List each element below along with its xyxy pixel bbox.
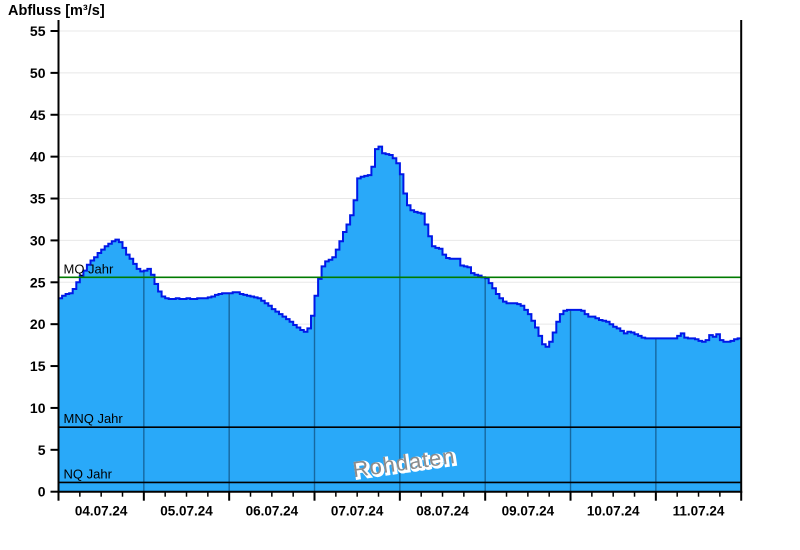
mq-jahr-label: MQ Jahr: [64, 261, 115, 276]
x-tick-label: 11.07.24: [673, 504, 725, 519]
x-tick-label: 08.07.24: [416, 504, 469, 519]
y-tick-label: 0: [38, 484, 46, 500]
y-tick-label: 50: [30, 65, 46, 81]
y-tick-label: 25: [30, 274, 46, 290]
discharge-curve: [58, 145, 742, 348]
y-tick-label: 5: [38, 442, 46, 458]
y-tick-label: 35: [30, 191, 46, 207]
x-tick-label: 07.07.24: [331, 504, 384, 519]
x-tick-label: 04.07.24: [75, 504, 128, 519]
y-tick-label: 15: [30, 358, 46, 374]
y-tick-label: 55: [30, 23, 46, 39]
y-tick-label: 10: [30, 400, 46, 416]
nq-jahr-label: NQ Jahr: [64, 466, 113, 481]
mnq-jahr-label: MNQ Jahr: [64, 411, 124, 426]
chart-title: Abfluss [m³/s]: [8, 3, 105, 19]
x-tick-label: 09.07.24: [502, 504, 555, 519]
y-tick-label: 45: [30, 107, 46, 123]
x-tick-label: 10.07.24: [587, 504, 640, 519]
x-tick-label: 06.07.24: [246, 504, 299, 519]
y-tick-label: 20: [30, 316, 46, 332]
x-tick-label: 05.07.24: [160, 504, 213, 519]
y-tick-label: 40: [30, 149, 46, 165]
y-tick-label: 30: [30, 232, 46, 248]
discharge-area: [58, 146, 742, 492]
